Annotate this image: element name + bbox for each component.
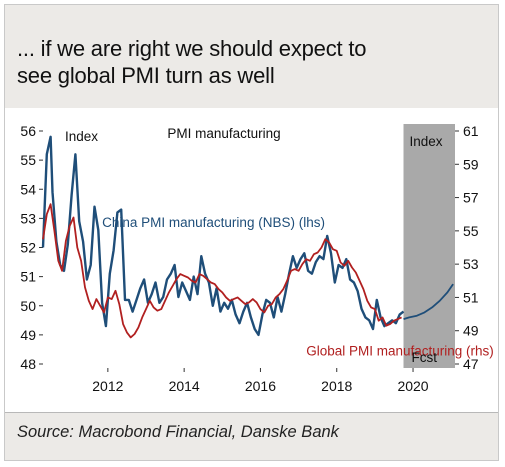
forecast-region <box>403 124 455 368</box>
x-tick-label: 2016 <box>245 378 276 394</box>
left-tick-label: 53 <box>20 210 36 226</box>
chart-headline: ... if we are right we should expect to … <box>17 35 487 89</box>
china-series-label: China PMI manufacturing (NBS) (lhs) <box>102 215 325 230</box>
right-tick-label: 61 <box>463 123 479 139</box>
left-tick-label: 48 <box>20 356 36 372</box>
right-tick-label: 47 <box>463 356 479 372</box>
source-note: Source: Macrobond Financial, Danske Bank <box>17 423 339 441</box>
x-tick-label: 2014 <box>169 378 200 394</box>
right-tick-label: 55 <box>463 223 479 239</box>
left-tick-label: 56 <box>20 123 36 139</box>
global-pmi-line <box>42 203 402 339</box>
left-tick-label: 49 <box>20 327 36 343</box>
global-series-label: Global PMI manufacturing (rhs) <box>306 344 494 359</box>
right-tick-label: 49 <box>463 323 479 339</box>
divider-bottom <box>5 412 498 413</box>
left-tick-label: 51 <box>20 269 36 285</box>
left-tick-label: 55 <box>20 152 36 168</box>
pmi-chart: 48 49 50 51 52 53 54 55 56 47 49 51 53 55 57 59 61 2012 20… <box>20 123 494 394</box>
forecast-label: Fcst <box>412 350 438 365</box>
china-pmi-line <box>41 135 405 337</box>
left-tick-label: 54 <box>20 181 36 197</box>
chart-area: 48 49 50 51 52 53 54 55 56 47 49 51 53 55 57 59 61 2012 20… <box>5 108 498 410</box>
x-tick-label: 2012 <box>92 378 123 394</box>
source-band <box>5 413 498 460</box>
headline-line-2: see global PMI turn as well <box>17 63 275 88</box>
right-axis-label: Index <box>410 134 443 149</box>
right-tick-label: 59 <box>463 156 479 172</box>
chart-frame: ... if we are right we should expect to … <box>4 4 499 461</box>
x-tick-label: 2020 <box>397 378 428 394</box>
x-tick-label: 2018 <box>321 378 352 394</box>
left-axis-label: Index <box>65 129 98 144</box>
right-tick-label: 57 <box>463 190 479 206</box>
left-tick-label: 52 <box>20 240 36 256</box>
chart-inner-title: PMI manufacturing <box>167 126 280 141</box>
headline-line-1: ... if we are right we should expect to <box>17 36 367 61</box>
left-tick-label: 50 <box>20 298 36 314</box>
right-tick-label: 53 <box>463 256 479 272</box>
right-tick-label: 51 <box>463 289 479 305</box>
forecast-line <box>403 283 454 320</box>
title-band <box>5 5 498 108</box>
